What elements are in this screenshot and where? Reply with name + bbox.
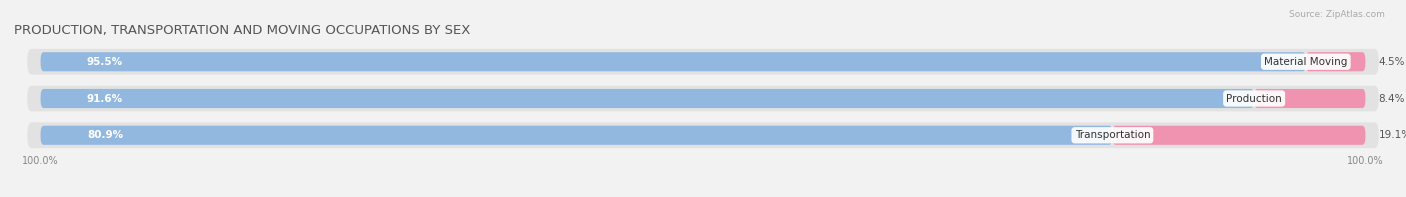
FancyBboxPatch shape bbox=[41, 126, 1112, 145]
FancyBboxPatch shape bbox=[1112, 126, 1365, 145]
FancyBboxPatch shape bbox=[1306, 52, 1365, 71]
FancyBboxPatch shape bbox=[27, 86, 1379, 111]
FancyBboxPatch shape bbox=[27, 49, 1379, 75]
Text: PRODUCTION, TRANSPORTATION AND MOVING OCCUPATIONS BY SEX: PRODUCTION, TRANSPORTATION AND MOVING OC… bbox=[14, 24, 471, 37]
Text: 8.4%: 8.4% bbox=[1379, 94, 1405, 103]
Text: 19.1%: 19.1% bbox=[1379, 130, 1406, 140]
Text: Production: Production bbox=[1226, 94, 1282, 103]
Text: 80.9%: 80.9% bbox=[87, 130, 124, 140]
FancyBboxPatch shape bbox=[41, 52, 1306, 71]
Text: Transportation: Transportation bbox=[1074, 130, 1150, 140]
FancyBboxPatch shape bbox=[1254, 89, 1365, 108]
Text: Material Moving: Material Moving bbox=[1264, 57, 1347, 67]
Text: 91.6%: 91.6% bbox=[87, 94, 124, 103]
FancyBboxPatch shape bbox=[41, 89, 1254, 108]
Text: Source: ZipAtlas.com: Source: ZipAtlas.com bbox=[1289, 10, 1385, 19]
FancyBboxPatch shape bbox=[27, 122, 1379, 148]
Text: 95.5%: 95.5% bbox=[87, 57, 124, 67]
Text: 4.5%: 4.5% bbox=[1379, 57, 1405, 67]
Legend: Male, Female: Male, Female bbox=[645, 194, 761, 197]
